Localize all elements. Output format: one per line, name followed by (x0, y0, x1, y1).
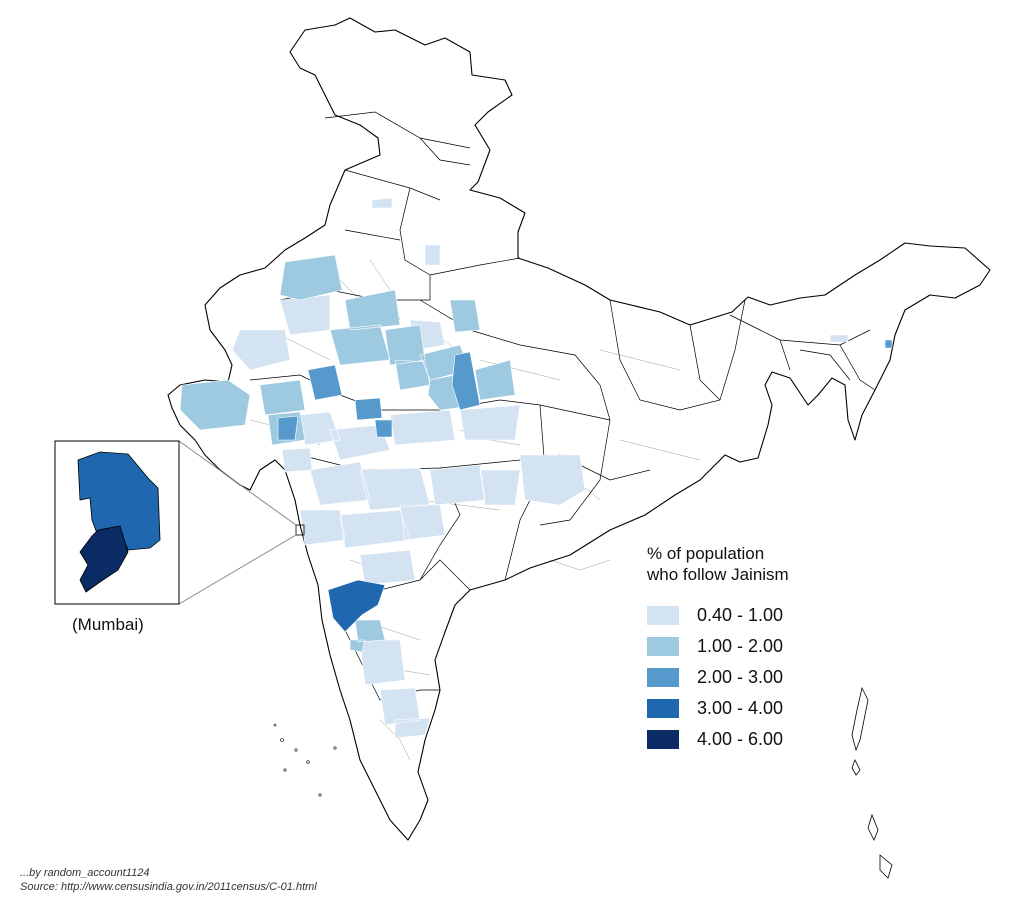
legend-item: 4.00 - 6.00 (647, 729, 847, 749)
legend-label: 0.40 - 1.00 (697, 604, 784, 625)
author-credit: ...by random_account1124 (20, 867, 150, 879)
legend-title: % of population who follow Jainism (647, 543, 847, 585)
legend-item: 3.00 - 4.00 (647, 698, 847, 718)
legend-label: 1.00 - 2.00 (697, 635, 784, 656)
legend-label: 2.00 - 3.00 (697, 666, 784, 687)
legend-item: 2.00 - 3.00 (647, 667, 847, 687)
legend-swatch (647, 698, 679, 718)
jainism-choropleth (179, 197, 893, 739)
legend-swatch (647, 605, 679, 625)
legend-swatch (647, 636, 679, 656)
mumbai-inset-caption: (Mumbai) (72, 615, 144, 634)
legend-title-line2: who follow Jainism (647, 565, 789, 584)
legend-label: 4.00 - 6.00 (697, 728, 784, 749)
lakshadweep-islands (273, 723, 337, 797)
district-class-0.4-1.0 (231, 197, 849, 739)
legend-item: 0.40 - 1.00 (647, 605, 847, 625)
mumbai-callout (54, 440, 305, 605)
legend-title-line1: % of population (647, 544, 765, 563)
legend-label: 3.00 - 4.00 (697, 697, 784, 718)
credits: ...by random_account1124 Source: http://… (20, 866, 317, 894)
legend-item: 1.00 - 2.00 (647, 636, 847, 656)
district-class-3.0-4.0 (327, 579, 386, 633)
legend: % of population who follow Jainism 0.40 … (647, 543, 847, 760)
callout-line-bottom (178, 534, 297, 605)
district-class-2.0-3.0 (277, 339, 893, 441)
legend-items: 0.40 - 1.00 1.00 - 2.00 2.00 - 3.00 3.00… (647, 605, 847, 749)
source-credit: Source: http://www.censusindia.gov.in/20… (20, 881, 317, 893)
mumbai-district-city (79, 525, 129, 593)
andaman-nicobar-islands (851, 686, 893, 879)
callout-line-top (178, 440, 297, 526)
mumbai-district-suburban (77, 451, 161, 551)
legend-swatch (647, 667, 679, 687)
mumbai-locator-box (295, 524, 305, 536)
legend-swatch (647, 729, 679, 749)
